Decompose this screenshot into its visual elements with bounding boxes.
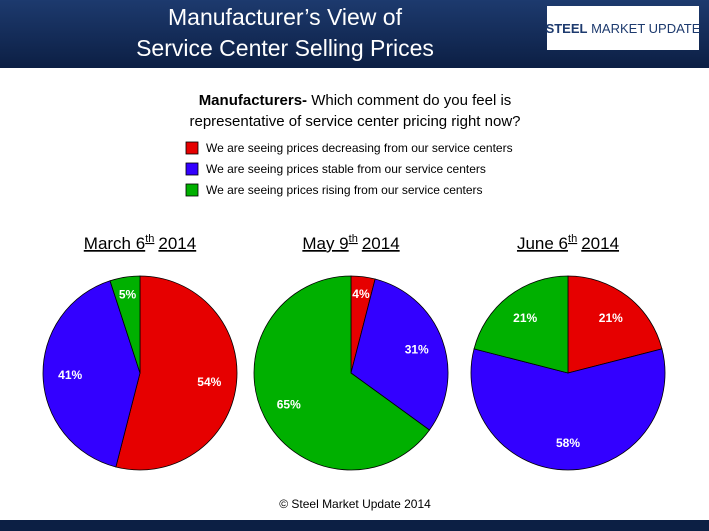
pie-value-label: 21% (513, 311, 537, 325)
logo-bold: STEEL (546, 21, 588, 36)
pie-title: March 6th 2014 (84, 233, 196, 253)
legend-label: We are seeing prices stable from our ser… (206, 162, 486, 176)
pie-value-label: 58% (556, 436, 580, 450)
legend: We are seeing prices decreasing from our… (185, 141, 513, 197)
legend-label: We are seeing prices rising from our ser… (206, 183, 483, 197)
pie-value-label: 31% (405, 342, 429, 356)
pie-title-sup: th (145, 233, 154, 245)
pie-value-label: 41% (58, 368, 82, 382)
pie-slice (470, 348, 666, 471)
footer: © Steel Market Update 2014 (279, 497, 431, 511)
pie-title: May 9th 2014 (302, 233, 399, 253)
pie-slice (109, 275, 141, 374)
pie-value-label: 5% (119, 287, 137, 301)
question: Manufacturers- Which comment do you feel… (199, 92, 512, 109)
pie-title-sup: th (349, 233, 358, 245)
logo-box (547, 6, 699, 50)
logo: STEEL MARKET UPDATE (546, 21, 701, 36)
pie-slice (567, 275, 663, 374)
pie-value-label: 65% (277, 398, 301, 412)
pie-slice (253, 275, 431, 471)
pie-title-part: 2014 (158, 234, 196, 253)
pie-title: June 6th 2014 (517, 233, 619, 253)
pie-value-label: 54% (197, 375, 221, 389)
pie-title-part: June 6 (517, 234, 568, 253)
pie-value-label: 21% (599, 311, 623, 325)
pie-slice (42, 280, 141, 468)
legend-swatch (185, 183, 199, 197)
pie-value-label: 4% (352, 287, 370, 301)
pie-slice (115, 275, 238, 471)
pie-title-part: May 9 (302, 234, 348, 253)
logo-rest: MARKET UPDATE (591, 21, 701, 36)
slide-title: Service Center Selling Prices (136, 35, 434, 61)
question-text: representative of service center pricing… (190, 113, 521, 130)
pie-title-sup: th (568, 233, 577, 245)
pie-title-part: 2014 (362, 234, 400, 253)
legend-swatch (185, 141, 199, 155)
question-text: Which comment do you feel is (311, 92, 511, 109)
pie-slice (350, 278, 449, 431)
slide-title: Manufacturer’s View of (168, 4, 403, 30)
legend-swatch (185, 162, 199, 176)
question-lead: Manufacturers- (199, 92, 307, 109)
pie-title-part: March 6 (84, 234, 145, 253)
pie-title-part: 2014 (581, 234, 619, 253)
pie-slice (473, 275, 569, 374)
legend-label: We are seeing prices decreasing from our… (206, 141, 513, 155)
footer-band (0, 520, 709, 531)
